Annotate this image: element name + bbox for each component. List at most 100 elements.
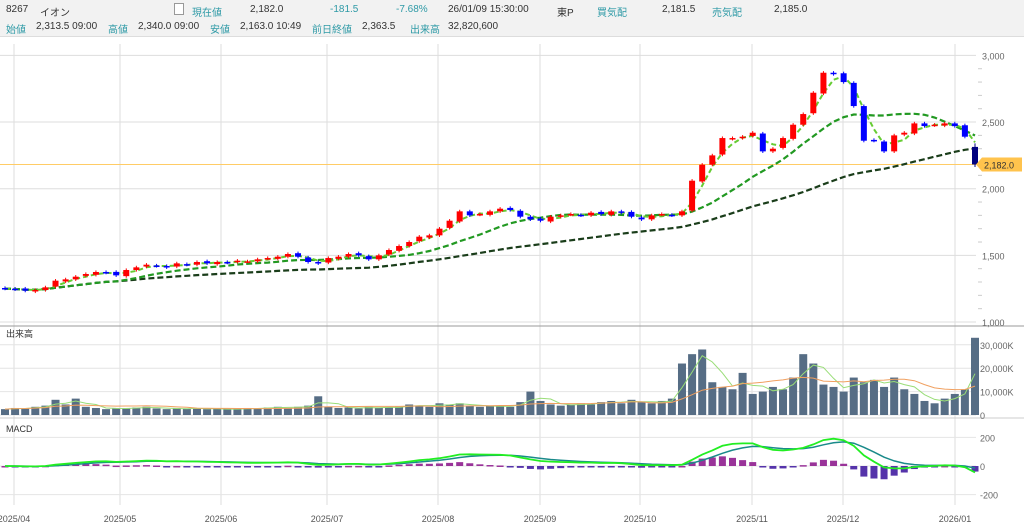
candle-body xyxy=(12,288,19,291)
candle-body xyxy=(2,288,8,290)
volume-bar xyxy=(667,398,676,415)
volume-bar xyxy=(223,409,232,415)
volume-bar xyxy=(637,402,646,415)
macd-histogram-bar xyxy=(708,457,716,466)
prev-close: 2,363.5 xyxy=(362,21,396,32)
macd-histogram-bar xyxy=(557,466,565,469)
macd-histogram-bar xyxy=(365,466,373,468)
volume-label: 出来高 xyxy=(410,25,440,36)
volume-bar xyxy=(576,403,585,415)
candle-body xyxy=(699,164,706,182)
volume-bar xyxy=(748,393,757,415)
macd-histogram-bar xyxy=(587,466,595,468)
candle-body xyxy=(901,132,908,135)
volume-bar xyxy=(920,400,929,415)
macd-histogram-bar xyxy=(163,466,171,468)
volume-bar xyxy=(21,408,30,415)
last-price-tag xyxy=(976,157,1022,172)
volume-bar xyxy=(1,409,9,415)
macd-histogram-bar xyxy=(577,466,585,468)
macd-histogram-bar xyxy=(567,466,575,468)
volume-bar xyxy=(324,406,333,415)
volume-bar xyxy=(162,409,171,415)
prev-close-label: 前日終値 xyxy=(312,25,352,36)
x-tick-label: 2025/04 xyxy=(0,514,30,524)
volume-bar xyxy=(718,386,727,415)
candle-body xyxy=(466,211,473,216)
candle-body xyxy=(103,272,110,274)
candle-body xyxy=(557,215,564,217)
volume-bar xyxy=(556,405,565,415)
macd-histogram-bar xyxy=(617,466,625,468)
candle-body xyxy=(891,135,898,152)
volume-bar xyxy=(334,407,343,415)
macd-histogram-bar xyxy=(506,466,514,468)
ma-mid-line xyxy=(4,112,976,291)
volume-bar xyxy=(859,382,868,415)
macd-histogram-bar xyxy=(951,466,959,468)
candle-body xyxy=(618,211,625,213)
volume-tick-label: 30,000K xyxy=(980,341,1014,351)
volume-bar xyxy=(374,407,383,415)
document-icon[interactable] xyxy=(174,3,184,15)
macd-histogram-bar xyxy=(607,466,615,468)
candle-body xyxy=(870,139,877,142)
candle-body xyxy=(830,72,837,75)
volume-bar xyxy=(344,407,353,415)
price-tick-label: 2,500 xyxy=(982,118,1005,128)
candle-body xyxy=(264,258,271,260)
open-label: 始値 xyxy=(6,25,26,36)
macd-histogram-bar xyxy=(860,466,868,477)
high: 2,340.0 09:00 xyxy=(138,21,200,32)
volume-bar xyxy=(233,409,242,415)
candle-body xyxy=(537,218,544,221)
candle-body xyxy=(183,264,190,266)
x-tick-label: 2025/07 xyxy=(311,514,344,524)
candle-body xyxy=(375,255,382,260)
volume-bar xyxy=(496,406,505,415)
macd-histogram-bar xyxy=(789,466,797,468)
candle-body xyxy=(628,211,635,217)
macd-histogram-bar xyxy=(779,466,787,469)
candle-body xyxy=(193,262,200,265)
candle-body xyxy=(396,246,403,251)
macd-histogram-bar xyxy=(769,466,777,469)
macd-histogram-bar xyxy=(102,464,110,467)
volume: 32,820,600 xyxy=(448,21,499,32)
macd-histogram-bar xyxy=(496,465,504,467)
candle-body xyxy=(810,92,817,114)
volume-bar xyxy=(91,407,100,415)
volume-bar xyxy=(647,403,656,415)
volume-bar xyxy=(384,407,393,415)
candle-body xyxy=(325,258,332,263)
volume-bar xyxy=(475,406,484,415)
price-tick-label: 1,000 xyxy=(982,318,1005,328)
x-tick-label: 2025/06 xyxy=(205,514,238,524)
candle-body xyxy=(163,266,170,268)
volume-bar xyxy=(415,405,424,415)
volume-bar xyxy=(314,396,323,415)
macd-histogram-bar xyxy=(375,466,383,468)
candle-body xyxy=(598,211,605,215)
macd-histogram-bar xyxy=(668,466,676,468)
volume-bar xyxy=(152,408,161,415)
stock-chart[interactable]: 2025/04 2025/05 2025/06 2025/07 2025/08 2025/… xyxy=(0,36,1024,528)
volume-bar xyxy=(425,406,434,415)
volume-bar xyxy=(364,406,373,415)
current-price: 2,182.0 xyxy=(250,4,284,15)
candle-body xyxy=(517,210,524,217)
volume-bar xyxy=(607,400,616,415)
candle-body xyxy=(52,280,59,287)
volume-tick-label: 10,000K xyxy=(980,388,1014,398)
volume-bar xyxy=(243,407,252,415)
bid: 2,181.5 xyxy=(662,4,696,15)
macd-tick-label: -200 xyxy=(980,491,998,501)
volume-bar xyxy=(304,405,313,415)
macd-histogram-bar xyxy=(840,463,848,466)
volume-bar xyxy=(869,379,878,415)
macd-histogram-bar xyxy=(324,466,332,468)
macd-histogram-bar xyxy=(203,466,211,468)
volume-bar xyxy=(728,389,737,415)
volume-bar xyxy=(192,408,201,415)
volume-bar xyxy=(809,363,818,415)
